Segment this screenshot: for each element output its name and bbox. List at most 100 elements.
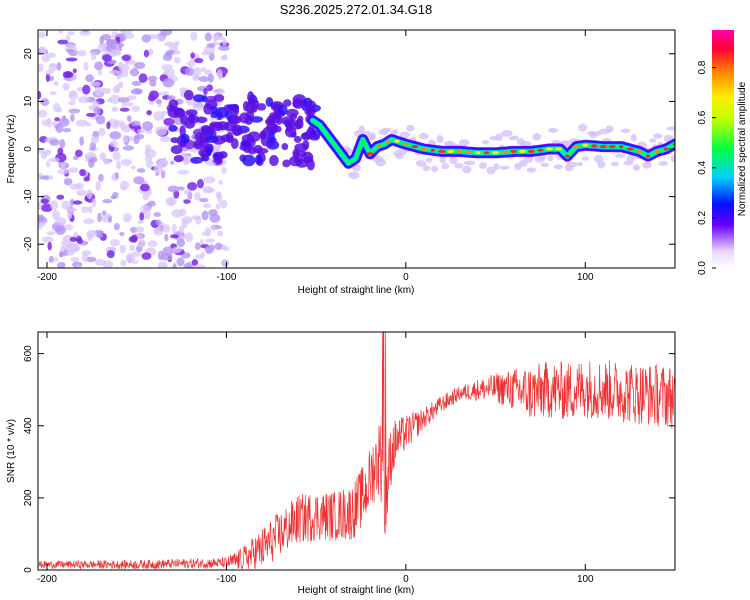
heatmap-cell	[66, 250, 75, 256]
heatmap-cell	[648, 138, 657, 143]
heatmap-cell	[162, 224, 171, 233]
snr-frame	[37, 331, 676, 571]
heatmap-cell	[211, 106, 218, 115]
heatmap-cell	[148, 90, 160, 100]
heatmap-cell	[159, 136, 171, 143]
heatmap-hotspot	[518, 149, 527, 153]
heatmap-cell	[113, 223, 120, 231]
heatmap-cell	[183, 157, 189, 166]
heatmap-cell	[184, 232, 194, 243]
heatmap-cell	[76, 189, 87, 197]
heatmap-cell	[436, 135, 444, 144]
heatmap-hotspot	[537, 148, 544, 152]
heatmap-cell	[79, 136, 84, 146]
heatmap-cell	[129, 244, 136, 252]
colorbar-gradient	[712, 30, 734, 268]
heatmap-cell	[141, 252, 152, 260]
heatmap-cell	[174, 40, 180, 46]
heatmap-hotspot	[502, 150, 507, 154]
heatmap-cell	[144, 155, 153, 163]
y-tick-label: 600	[23, 345, 34, 362]
heatmap-cell	[213, 94, 225, 102]
heatmap-hotspot	[619, 145, 624, 149]
heatmap-cell	[45, 73, 50, 83]
heatmap-cell	[83, 62, 89, 71]
heatmap-cell	[375, 158, 387, 167]
heatmap-cell	[306, 159, 315, 171]
heatmap-cell	[369, 132, 376, 141]
heatmap-cell	[191, 215, 201, 220]
heatmap-cell	[553, 164, 563, 170]
heatmap-cell	[220, 134, 234, 143]
heatmap-cell	[199, 197, 209, 203]
spectrogram-heatmap	[38, 30, 675, 268]
heatmap-cell	[66, 48, 75, 53]
heatmap-cell	[142, 192, 150, 201]
heatmap-cell	[155, 126, 167, 136]
heatmap-cell	[169, 234, 179, 239]
heatmap-cell	[106, 121, 111, 130]
heatmap-hotspot	[654, 149, 660, 153]
heatmap-cell	[153, 111, 165, 121]
heatmap-cell	[187, 182, 198, 191]
heatmap-cell	[120, 158, 132, 166]
heatmap-cell	[217, 72, 223, 80]
heatmap-cell	[248, 146, 257, 155]
heatmap-cell	[157, 35, 165, 43]
heatmap-cell	[269, 154, 279, 167]
heatmap-cell	[78, 96, 90, 104]
heatmap-cell	[454, 163, 464, 169]
heatmap-cell	[222, 246, 230, 251]
heatmap-cell	[60, 162, 66, 169]
heatmap-cell	[129, 68, 140, 77]
heatmap-cell	[127, 95, 137, 101]
heatmap-cell	[53, 80, 59, 86]
heatmap-cell	[122, 135, 128, 143]
heatmap-cell	[177, 186, 185, 191]
heatmap-cell	[197, 178, 204, 189]
heatmap-cell	[172, 246, 182, 254]
colorbar-ticks: 0.0 0.2 0.4 0.6 0.8	[697, 60, 716, 275]
heatmap-cell	[124, 32, 135, 40]
heatmap-cell	[155, 219, 162, 226]
heatmap-cell	[249, 116, 264, 123]
snr-y-label: SNR (10 * v/v)	[6, 419, 17, 483]
heatmap-cell	[630, 133, 637, 142]
heatmap-cell	[134, 133, 145, 140]
heatmap-cell	[162, 77, 175, 88]
heatmap-cell	[241, 134, 254, 144]
heatmap-cell	[91, 198, 97, 208]
heatmap-cell	[348, 171, 360, 180]
heatmap-cell	[38, 46, 44, 52]
heatmap-cell	[478, 162, 488, 169]
heatmap-cell	[93, 106, 101, 116]
heatmap-cell	[426, 157, 433, 163]
colorbar: 0.0 0.2 0.4 0.6 0.8 Normalized spectral ampl…	[697, 30, 748, 275]
snr-series-line	[38, 332, 675, 570]
heatmap-cell	[171, 208, 183, 218]
spectrogram-y-label: Frequency (Hz)	[6, 115, 17, 184]
heatmap-cell	[57, 168, 70, 175]
heatmap-cell	[86, 112, 97, 117]
heatmap-cell	[52, 257, 59, 262]
heatmap-cell	[166, 95, 176, 101]
heatmap-cell	[56, 194, 65, 200]
heatmap-cell	[177, 169, 190, 175]
heatmap-hotspot	[599, 145, 608, 149]
heatmap-cell	[195, 254, 205, 260]
heatmap-cell	[278, 104, 288, 116]
heatmap-cell	[59, 139, 66, 149]
spectrogram-y-ticks: -20 -10 0 10 20	[23, 48, 675, 251]
heatmap-cell	[196, 116, 208, 124]
heatmap-cell	[133, 176, 145, 185]
heatmap-cell	[87, 232, 93, 242]
heatmap-cell	[106, 250, 115, 259]
heatmap-cell	[109, 131, 122, 140]
heatmap-hotspot	[483, 151, 490, 155]
heatmap-cell	[109, 239, 121, 247]
heatmap-cell	[172, 262, 177, 268]
heatmap-cell	[61, 200, 72, 210]
heatmap-cell	[512, 135, 519, 140]
colorbar-tick-label: 0.6	[697, 110, 708, 124]
